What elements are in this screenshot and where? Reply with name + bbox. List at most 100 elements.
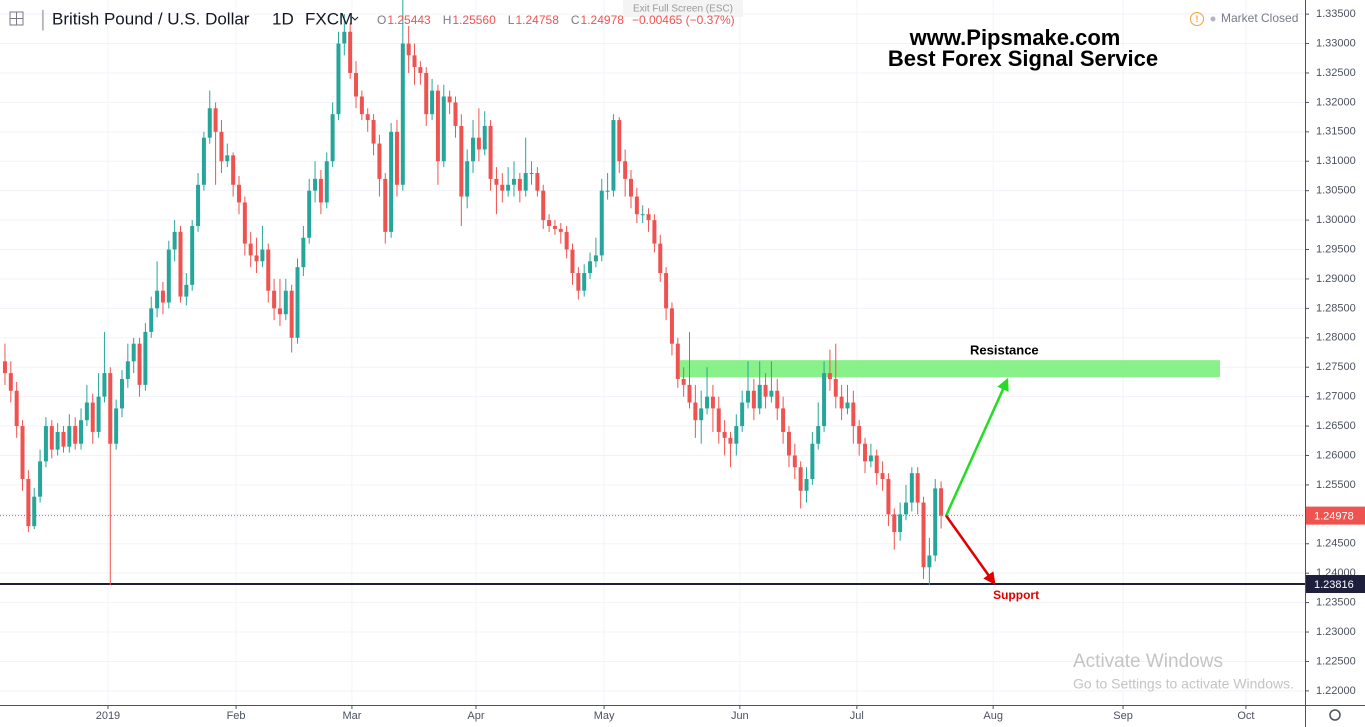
ohlc-value: 1.24978	[581, 13, 625, 27]
candle-body	[324, 161, 329, 203]
candle-body	[295, 267, 300, 338]
candle-body	[196, 184, 201, 226]
os-notice-text: Go to Settings to activate Windows.	[1073, 676, 1294, 692]
y-tick-label: 1.28000	[1316, 332, 1356, 344]
candle-body	[418, 67, 423, 73]
candle-body	[857, 426, 862, 444]
y-tick-label: 1.31000	[1316, 155, 1356, 167]
candle-body	[359, 96, 364, 115]
candle-body	[348, 31, 353, 73]
last-price-label: 1.24978	[1314, 511, 1354, 523]
down-arrow	[945, 514, 996, 586]
candle-body	[576, 273, 581, 291]
candle-body	[79, 420, 84, 444]
y-tick-label: 1.29000	[1316, 273, 1356, 285]
x-tick-label: Sep	[1113, 710, 1133, 722]
candle-body	[728, 437, 733, 444]
y-tick-label: 1.25500	[1316, 479, 1356, 491]
candle-body	[822, 373, 827, 427]
candle-body	[2, 361, 7, 374]
candle-body	[465, 161, 470, 197]
candle-body	[114, 408, 119, 444]
source[interactable]: FXCM	[305, 9, 353, 28]
candle-body	[260, 249, 265, 262]
candle-body	[14, 390, 19, 427]
settings-icon[interactable]	[1329, 709, 1341, 721]
candle-body	[628, 178, 633, 197]
symbol-title[interactable]: British Pound / U.S. Dollar	[52, 9, 250, 28]
candle-body	[915, 473, 920, 503]
candle-body	[892, 514, 897, 532]
fullscreen-hint[interactable]: Exit Full Screen (ESC)	[633, 4, 733, 15]
ohlc-letter: H	[443, 13, 452, 27]
candle-body	[640, 214, 645, 216]
candle-body	[342, 31, 347, 44]
x-tick-label: Oct	[1237, 710, 1254, 722]
candle-body	[886, 479, 891, 515]
candle-body	[365, 114, 370, 121]
candle-body	[125, 361, 130, 379]
dropdown-caret[interactable]	[351, 16, 359, 21]
candle-body	[816, 426, 821, 444]
candle-body	[108, 373, 113, 444]
candle-body	[588, 261, 593, 274]
support-price-box	[1306, 575, 1365, 594]
y-tick-label: 1.24500	[1316, 538, 1356, 550]
candle-body	[763, 384, 768, 397]
candle-body	[441, 96, 446, 162]
candle-body	[254, 255, 259, 262]
candle-body	[84, 402, 89, 421]
candle-body	[669, 308, 674, 344]
candle-body	[687, 384, 692, 403]
status-dot	[1210, 16, 1216, 22]
candle-body	[119, 378, 124, 409]
y-tick-label: 1.33500	[1316, 8, 1356, 20]
candle-body	[184, 284, 189, 297]
candle-body	[178, 231, 183, 297]
candle-body	[845, 402, 850, 409]
candle-body	[769, 390, 774, 397]
candle-body	[43, 426, 48, 462]
candle-body	[488, 125, 493, 179]
candle-body	[599, 190, 604, 256]
candle-body	[149, 308, 154, 332]
ohlc-value: 1.25560	[452, 13, 496, 27]
candle-body	[383, 178, 388, 232]
candle-body	[330, 114, 335, 162]
candle-body	[143, 331, 148, 385]
candle-body	[283, 290, 288, 315]
interval[interactable]: 1D	[272, 9, 294, 28]
candle-body	[318, 178, 323, 203]
candle-body	[675, 343, 680, 379]
candle-body	[307, 190, 312, 238]
candle-body	[55, 431, 60, 450]
candle-body	[447, 96, 452, 103]
candle-body	[313, 178, 318, 191]
candle-body	[476, 137, 481, 150]
candle-body	[792, 455, 797, 468]
candle-body	[798, 467, 803, 491]
candle-body	[658, 243, 663, 274]
y-tick-label: 1.32500	[1316, 67, 1356, 79]
candle-body	[693, 402, 698, 421]
y-tick-label: 1.33000	[1316, 37, 1356, 49]
candle-body	[874, 455, 879, 474]
separator: |	[40, 6, 46, 31]
candle-body	[664, 273, 669, 309]
candle-body	[722, 431, 727, 438]
candle-body	[166, 249, 171, 303]
candle-body	[190, 225, 195, 285]
candle-body	[681, 378, 686, 385]
candle-body	[32, 496, 37, 527]
y-tick-label: 1.30000	[1316, 214, 1356, 226]
candle-body	[301, 237, 306, 268]
candle-body	[453, 102, 458, 126]
y-tick-label: 1.32000	[1316, 96, 1356, 108]
candle-body	[400, 43, 405, 185]
candle-body	[336, 43, 341, 115]
candle-body	[160, 290, 165, 303]
fullscreen-hint-box[interactable]	[623, 0, 743, 17]
candle-body	[412, 55, 417, 68]
x-tick-label: 2019	[96, 710, 120, 722]
status-icon-mark: !	[1196, 14, 1199, 24]
